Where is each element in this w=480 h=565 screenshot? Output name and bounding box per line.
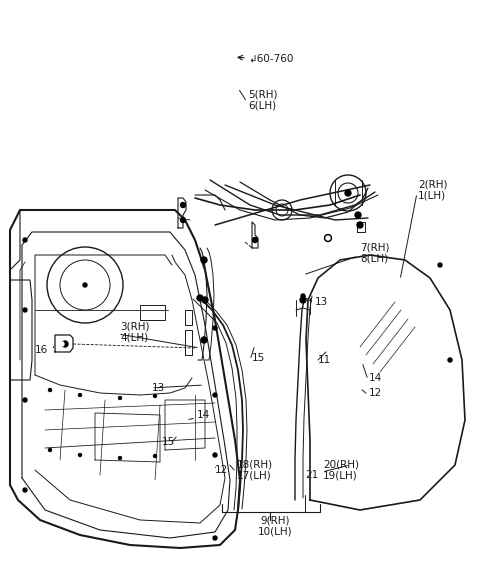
Circle shape [180,218,185,223]
Text: 9(RH)
10(LH): 9(RH) 10(LH) [258,515,292,537]
Circle shape [119,397,121,399]
Circle shape [213,326,217,330]
Circle shape [201,257,207,263]
Circle shape [48,449,51,451]
Text: 15: 15 [252,353,265,363]
Text: 12: 12 [369,388,382,398]
Circle shape [197,295,203,301]
Circle shape [23,488,27,492]
Circle shape [79,393,82,397]
Circle shape [448,358,452,362]
Text: 15: 15 [162,437,175,447]
Text: 14: 14 [369,373,382,383]
Circle shape [326,236,330,240]
Circle shape [119,457,121,459]
Circle shape [355,212,361,218]
Circle shape [300,297,306,303]
Circle shape [60,342,64,346]
Circle shape [202,297,208,303]
Circle shape [180,202,185,207]
Circle shape [154,454,156,458]
Circle shape [48,389,51,392]
Circle shape [324,234,332,241]
Circle shape [23,308,27,312]
Circle shape [345,190,351,196]
Circle shape [252,237,257,242]
Circle shape [357,222,363,228]
Circle shape [79,454,82,457]
Text: 18(RH)
17(LH): 18(RH) 17(LH) [237,459,273,481]
Circle shape [23,238,27,242]
Text: 2(RH)
1(LH): 2(RH) 1(LH) [418,179,447,201]
Text: 16: 16 [35,345,48,355]
Circle shape [83,283,87,287]
Circle shape [23,398,27,402]
Text: 21: 21 [305,470,318,480]
Text: 13: 13 [152,383,165,393]
Circle shape [154,394,156,398]
Text: 12: 12 [215,465,228,475]
Text: 11: 11 [318,355,331,365]
Text: 20(RH)
19(LH): 20(RH) 19(LH) [323,459,359,481]
Text: 13: 13 [315,297,328,307]
Text: 3(RH)
4(LH): 3(RH) 4(LH) [120,321,149,343]
Circle shape [62,341,68,347]
Circle shape [213,393,217,397]
Text: 14: 14 [197,410,210,420]
Text: 5(RH)
6(LH): 5(RH) 6(LH) [248,89,277,111]
Circle shape [301,294,305,298]
Circle shape [213,453,217,457]
Text: 7(RH)
8(LH): 7(RH) 8(LH) [360,242,389,264]
Text: ↲60-760: ↲60-760 [248,53,293,63]
Circle shape [213,536,217,540]
Circle shape [201,337,207,343]
Circle shape [438,263,442,267]
